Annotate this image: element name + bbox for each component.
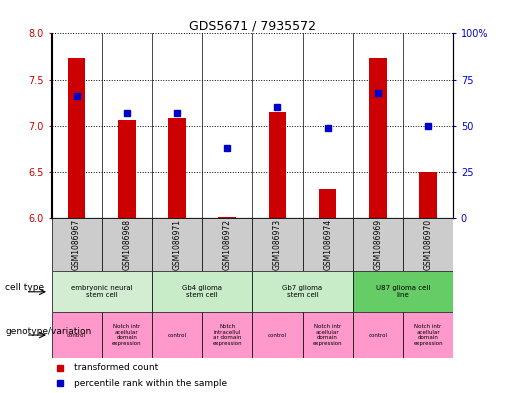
Text: GSM1086973: GSM1086973 — [273, 219, 282, 270]
Text: Gb4 glioma
stem cell: Gb4 glioma stem cell — [182, 285, 222, 298]
Bar — [252, 312, 303, 358]
Text: control: control — [268, 332, 287, 338]
Text: GSM1086972: GSM1086972 — [223, 219, 232, 270]
Bar — [252, 218, 303, 271]
Bar — [52, 271, 152, 312]
Text: embryonic neural
stem cell: embryonic neural stem cell — [71, 285, 132, 298]
Text: control: control — [67, 332, 86, 338]
Bar — [102, 312, 152, 358]
Text: Notch
intracellul
ar domain
expression: Notch intracellul ar domain expression — [212, 324, 242, 346]
Text: GSM1086967: GSM1086967 — [72, 219, 81, 270]
Title: GDS5671 / 7935572: GDS5671 / 7935572 — [189, 19, 316, 32]
Bar — [303, 218, 353, 271]
Bar — [353, 218, 403, 271]
Bar — [202, 218, 252, 271]
Text: GSM1086974: GSM1086974 — [323, 219, 332, 270]
Text: percentile rank within the sample: percentile rank within the sample — [74, 378, 227, 387]
Bar — [118, 120, 135, 218]
Bar — [303, 312, 353, 358]
Text: Notch intr
acellular
domain
expression: Notch intr acellular domain expression — [413, 324, 443, 346]
Bar — [52, 218, 102, 271]
Bar — [68, 58, 85, 218]
Bar — [353, 312, 403, 358]
Text: GSM1086969: GSM1086969 — [373, 219, 382, 270]
Text: U87 glioma cell
line: U87 glioma cell line — [376, 285, 430, 298]
Text: GSM1086970: GSM1086970 — [424, 219, 433, 270]
Bar — [369, 58, 387, 218]
Bar — [218, 217, 236, 218]
Bar — [168, 118, 186, 218]
Bar — [252, 271, 353, 312]
Bar — [152, 218, 202, 271]
Text: genotype/variation: genotype/variation — [5, 327, 91, 336]
Bar — [102, 218, 152, 271]
Text: cell type: cell type — [5, 283, 44, 292]
Bar — [152, 271, 252, 312]
Bar — [403, 312, 453, 358]
Text: control: control — [368, 332, 387, 338]
Bar — [419, 172, 437, 218]
Text: Notch intr
acellular
domain
expression: Notch intr acellular domain expression — [112, 324, 142, 346]
Text: GSM1086968: GSM1086968 — [123, 219, 131, 270]
Bar — [202, 312, 252, 358]
Text: transformed count: transformed count — [74, 363, 158, 372]
Text: GSM1086971: GSM1086971 — [173, 219, 181, 270]
Bar — [353, 271, 453, 312]
Text: control: control — [167, 332, 186, 338]
Bar — [269, 112, 286, 218]
Bar — [403, 218, 453, 271]
Bar — [319, 189, 336, 218]
Bar — [152, 312, 202, 358]
Text: Notch intr
acellular
domain
expression: Notch intr acellular domain expression — [313, 324, 342, 346]
Text: Gb7 glioma
stem cell: Gb7 glioma stem cell — [283, 285, 322, 298]
Bar — [52, 312, 102, 358]
